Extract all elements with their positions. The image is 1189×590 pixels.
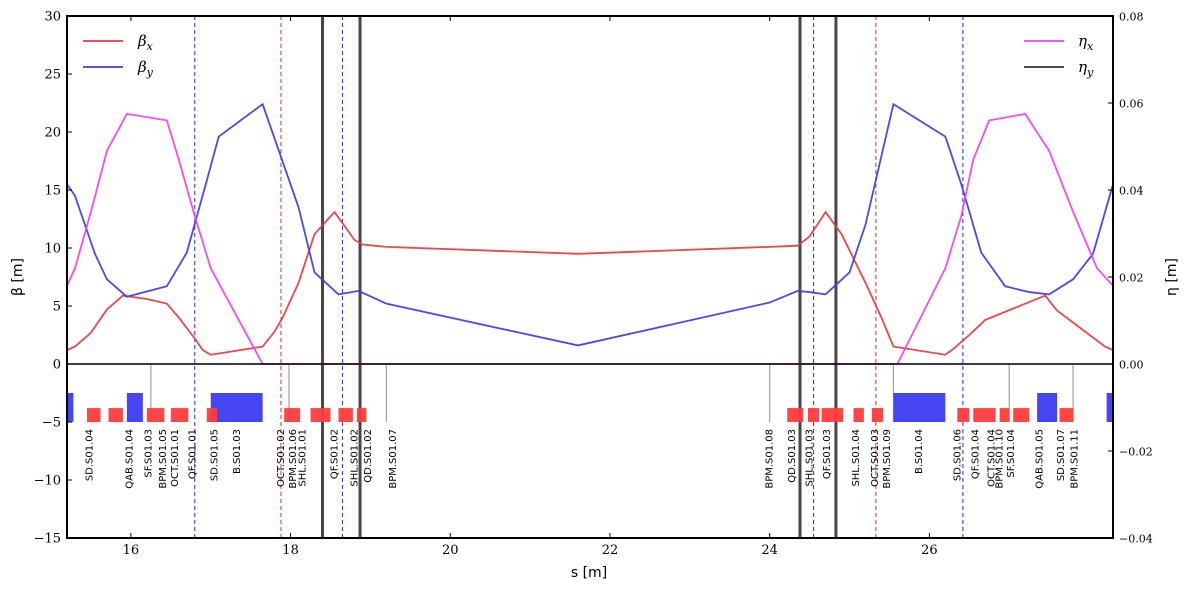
ticks: 16 18 20 22 24 26 −15 −10 −5 0 5 10 15 20 25 30 −0.04 −0.… — [34, 10, 1153, 559]
element-label: SF.S01.03 — [143, 429, 154, 478]
element-label: SD.S01.05 — [210, 429, 221, 481]
element-label: BPM.S01.11 — [1070, 429, 1081, 489]
left-y-tick-label: −5 — [42, 416, 61, 431]
element-label: BPM.S01.08 — [765, 429, 776, 489]
magnet-block — [310, 408, 331, 422]
element-label: BPM.S01.09 — [882, 429, 893, 489]
dipole-block — [1106, 393, 1113, 422]
left-y-tick-label: 25 — [44, 68, 61, 83]
left-y-tick-label: 15 — [44, 184, 61, 199]
legend-label-ηy: ηy — [1078, 58, 1094, 79]
marker-lines — [194, 16, 964, 538]
element-label: SHL.S01.04 — [851, 429, 862, 487]
magnet-block — [871, 408, 884, 422]
series-line-ηx — [66, 112, 1114, 365]
element-label: QAB.S01.04 — [124, 429, 135, 489]
left-y-tick-label: −15 — [34, 532, 61, 547]
right-y-tick-label: −0.04 — [1119, 533, 1153, 546]
series-line-βy — [66, 102, 1114, 347]
element-label: QF.S01.04 — [971, 429, 982, 479]
element-label: OCT.S01.01 — [170, 429, 181, 487]
left-y-tick-label: −10 — [34, 474, 61, 489]
lattice-elements: SD.S01.04 QAB.S01.04 SF.S01.03 BPM.S01.05 OC… — [67, 364, 1113, 489]
magnet-block — [146, 408, 165, 422]
right-y-tick-label: 0.00 — [1119, 359, 1144, 372]
right-y-tick-label: −0.02 — [1119, 446, 1153, 459]
magnet-block — [957, 408, 970, 422]
dipole-block — [126, 393, 143, 422]
x-tick-label: 18 — [282, 543, 299, 558]
dipole-block — [67, 393, 74, 422]
element-label: SHL.S01.02 — [349, 429, 360, 487]
x-tick-label: 26 — [921, 543, 938, 558]
magnet-block — [206, 408, 218, 422]
element-label: SD.S01.06 — [952, 429, 963, 481]
magnet-block — [1013, 408, 1030, 422]
element-label: OCT.S01.04 — [987, 429, 998, 487]
element-label: QF.S01.03 — [822, 429, 833, 479]
element-label: BPM.S01.06 — [288, 429, 299, 489]
left-y-tick-label: 0 — [53, 358, 61, 373]
magnet-block — [853, 408, 864, 422]
x-tick-label: 16 — [123, 543, 140, 558]
magnet-block — [170, 408, 189, 422]
left-y-tick-label: 10 — [44, 242, 61, 257]
x-tick-label: 22 — [602, 543, 619, 558]
right-y-tick-label: 0.08 — [1119, 11, 1144, 24]
element-label: QD.S01.02 — [363, 429, 374, 483]
x-tick-label: 24 — [761, 543, 778, 558]
element-label: SD.S01.07 — [1056, 429, 1067, 481]
right-y-axis-label: η [m] — [1164, 258, 1180, 296]
x-tick-label: 20 — [442, 543, 459, 558]
element-label: B.S01.04 — [914, 429, 925, 474]
dipole-block — [893, 393, 946, 422]
x-axis-label: s [m] — [571, 565, 607, 581]
magnet-block — [338, 408, 353, 422]
element-label: QAB.S01.05 — [1035, 429, 1046, 489]
magnet-block — [787, 408, 804, 422]
element-label: QF.S01.02 — [329, 429, 340, 479]
element-label: BPM.S01.05 — [158, 429, 169, 489]
left-y-tick-label: 5 — [53, 300, 61, 315]
element-label: QD.S01.03 — [787, 429, 798, 483]
left-y-axis-label: β [m] — [10, 258, 26, 296]
magnet-block — [973, 408, 996, 422]
series-line-βx — [66, 210, 1114, 356]
element-label: QF.S01.01 — [187, 429, 198, 479]
element-label: SHL.S01.03 — [805, 429, 816, 487]
element-label: SF.S01.04 — [1006, 429, 1017, 478]
legend-label-βy: βy — [137, 58, 154, 79]
element-label: B.S01.03 — [232, 429, 243, 474]
magnet-block — [86, 408, 101, 422]
right-y-tick-label: 0.02 — [1119, 272, 1144, 285]
dipole-block — [1037, 393, 1058, 422]
element-label: SD.S01.04 — [84, 429, 95, 481]
element-label: BPM.S01.10 — [995, 429, 1006, 489]
right-y-tick-label: 0.06 — [1119, 98, 1144, 111]
element-label: BPM.S01.07 — [388, 429, 399, 489]
legends: βx βy ηx ηy — [83, 32, 1094, 79]
magnet-block — [284, 408, 301, 422]
magnet-block — [821, 408, 844, 422]
left-y-tick-label: 20 — [44, 126, 61, 141]
magnet-block — [356, 408, 367, 422]
element-label: SHL.S01.01 — [298, 429, 309, 487]
series-lines — [66, 102, 1114, 365]
element-label: OCT.S01.02 — [276, 429, 287, 487]
magnet-block — [999, 408, 1010, 422]
right-y-tick-label: 0.04 — [1119, 185, 1144, 198]
dipole-block — [210, 393, 263, 422]
magnet-block — [807, 408, 820, 422]
element-label: OCT.S01.03 — [870, 429, 881, 487]
legend-label-βx: βx — [137, 32, 154, 53]
legend-label-ηx: ηx — [1078, 32, 1094, 53]
magnet-block — [1059, 408, 1074, 422]
left-y-tick-label: 30 — [44, 10, 61, 25]
magnet-block — [108, 408, 123, 422]
